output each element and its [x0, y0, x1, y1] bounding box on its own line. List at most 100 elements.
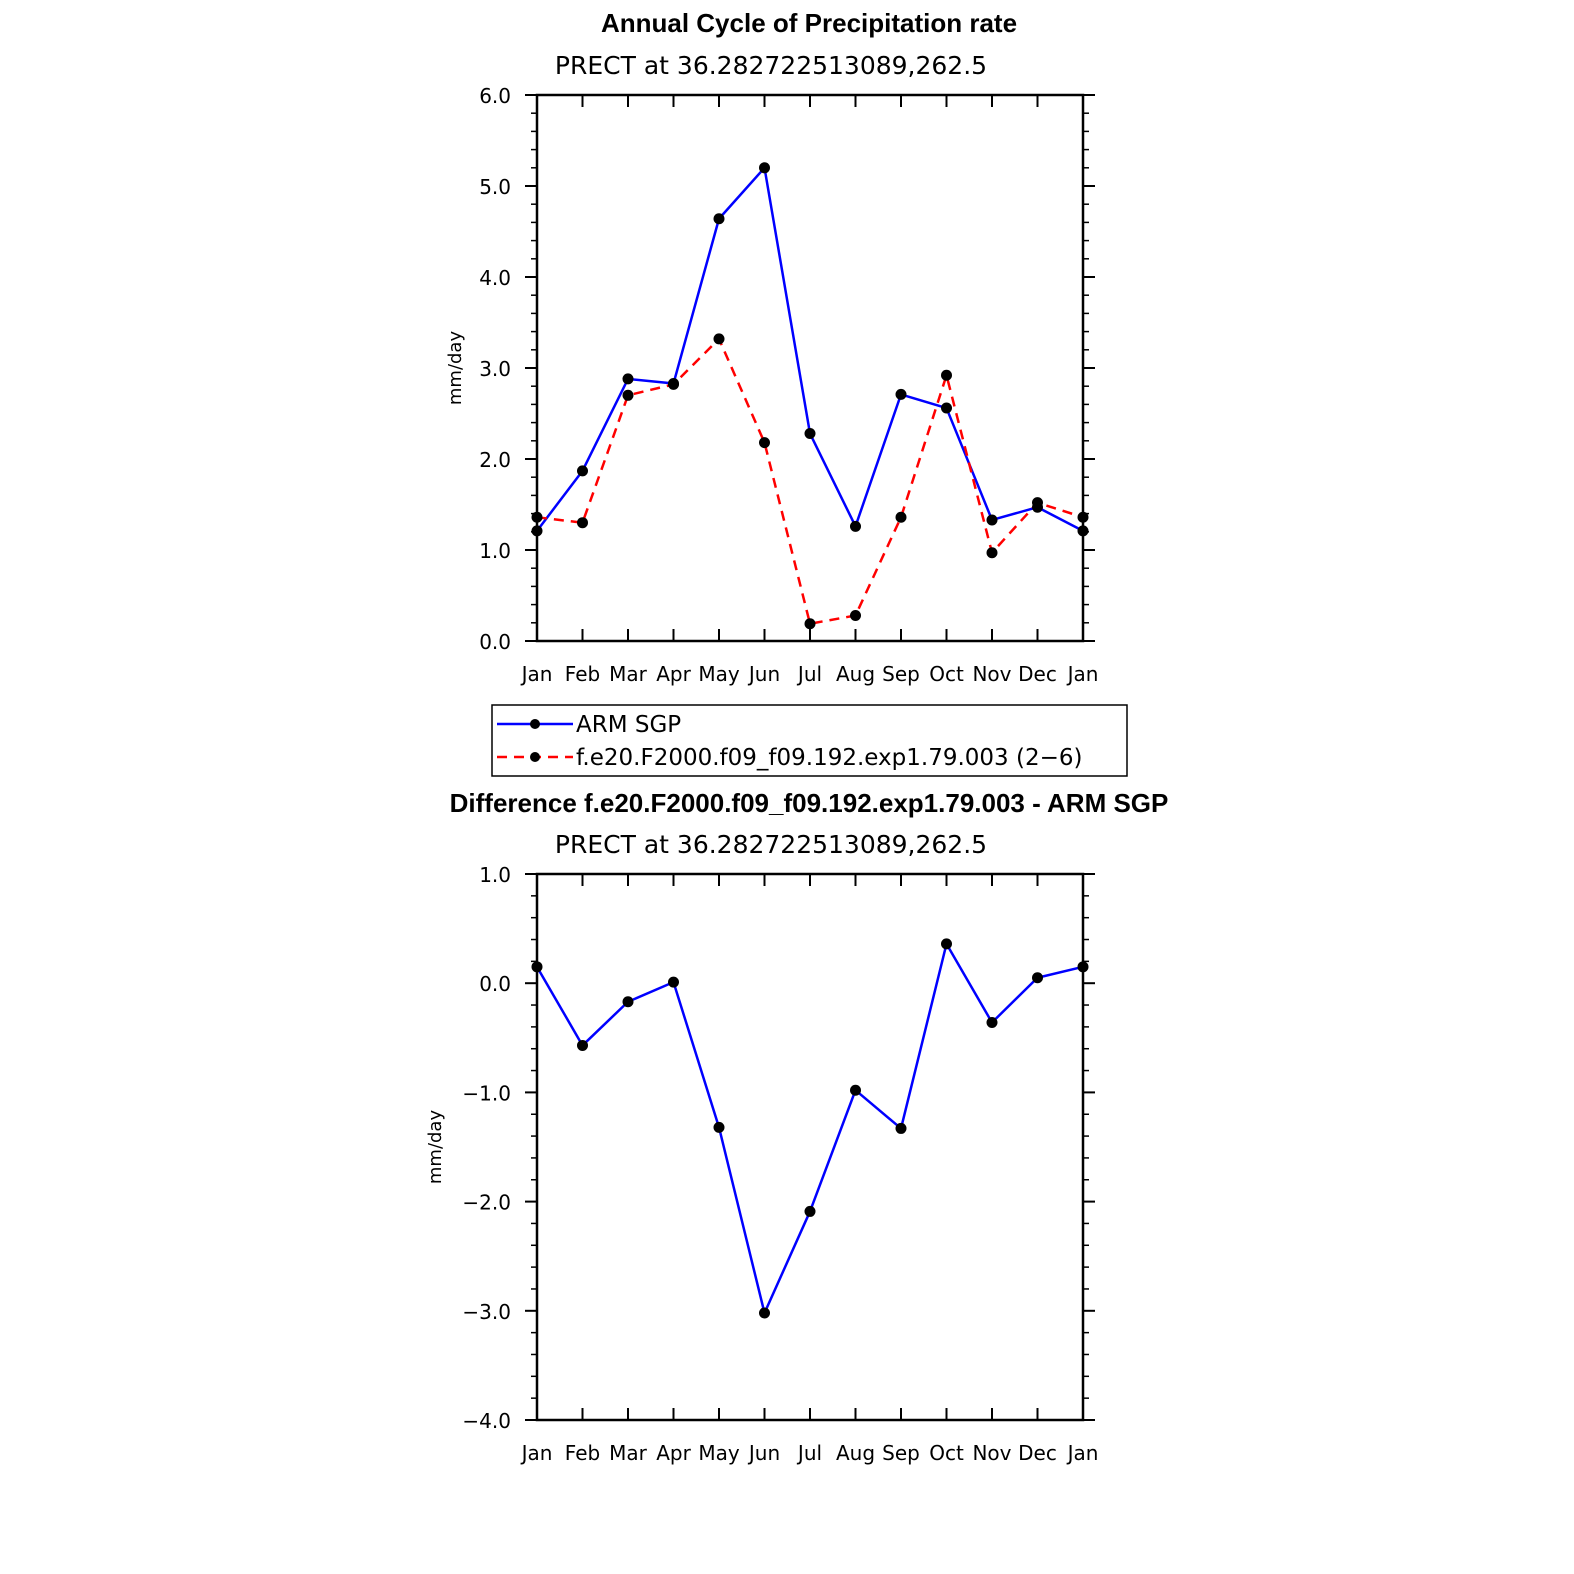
- x-tick-label: Apr: [656, 1441, 691, 1465]
- y-tick-label: 0.0: [479, 630, 511, 654]
- data-point: [804, 1205, 816, 1217]
- x-tick-label: Feb: [565, 1441, 600, 1465]
- data-point: [895, 388, 907, 400]
- x-tick-label: Oct: [929, 662, 964, 686]
- series-line-1: [536, 337, 1084, 625]
- difference-chart: Difference f.e20.F2000.f09_f09.192.exp1.…: [425, 788, 1168, 1465]
- data-point: [622, 389, 634, 401]
- data-point: [986, 1017, 998, 1029]
- legend-label-model: f.e20.F2000.f09_f09.192.exp1.79.003 (2−6…: [576, 745, 1082, 771]
- plot-frame: [535, 872, 1085, 1422]
- y-axis-label: mm/day: [425, 1110, 446, 1185]
- x-tick-label: Mar: [609, 1441, 648, 1465]
- x-tick-label: Nov: [972, 662, 1011, 686]
- y-tick-label: 2.0: [479, 448, 511, 472]
- data-point: [1077, 511, 1089, 523]
- data-point: [668, 378, 679, 390]
- x-tick-label: Feb: [565, 662, 600, 686]
- data-point: [622, 996, 634, 1008]
- y-tick-label: −3.0: [462, 1300, 511, 1324]
- y-tick-label: −1.0: [462, 1081, 511, 1105]
- data-point: [1077, 525, 1089, 537]
- x-tick-label: Jan: [1066, 662, 1099, 686]
- data-point: [577, 465, 588, 477]
- y-tick-label: 1.0: [479, 539, 511, 563]
- x-tick-label: Sep: [882, 1441, 920, 1465]
- data-point: [668, 976, 679, 988]
- x-tick-label: Aug: [836, 1441, 875, 1465]
- data-point: [804, 428, 816, 440]
- data-point: [531, 511, 543, 523]
- data-point: [1032, 497, 1043, 509]
- data-point: [713, 1121, 725, 1133]
- data-point: [759, 162, 770, 174]
- x-tick-label: Aug: [836, 662, 875, 686]
- x-tick-label: Mar: [609, 662, 648, 686]
- y-tick-label: 4.0: [479, 266, 511, 290]
- data-point: [895, 511, 907, 523]
- x-tick-label: Dec: [1018, 662, 1057, 686]
- data-point: [941, 938, 952, 950]
- series-line-0: [535, 942, 1084, 1315]
- x-tick-label: Jun: [747, 662, 780, 686]
- data-point: [986, 514, 998, 526]
- x-tick-label: Oct: [929, 1441, 964, 1465]
- x-tick-label: May: [698, 662, 740, 686]
- legend-marker-arm-sgp: [530, 719, 540, 729]
- x-tick-label: Jan: [1066, 1441, 1099, 1465]
- series-line-0: [536, 166, 1084, 532]
- chart-title: Annual Cycle of Precipitation rate: [601, 8, 1017, 38]
- plot-series: [531, 162, 1089, 630]
- data-point: [759, 437, 770, 449]
- data-point: [1077, 961, 1089, 973]
- y-tick-label: 3.0: [479, 357, 511, 381]
- axis-ticks: Jan Feb Mar Apr May Jun Jul Aug Sep Oct Nov Dec Jan−…: [462, 863, 1098, 1465]
- data-point: [577, 1039, 588, 1051]
- legend-label-arm-sgp: ARM SGP: [576, 712, 681, 738]
- data-point: [531, 525, 543, 537]
- data-point: [531, 961, 543, 973]
- x-tick-label: Sep: [882, 662, 920, 686]
- x-tick-label: Apr: [656, 662, 691, 686]
- y-tick-label: 0.0: [479, 972, 511, 996]
- y-tick-label: 5.0: [479, 175, 511, 199]
- data-point: [895, 1122, 907, 1134]
- data-point: [850, 1084, 861, 1096]
- y-tick-label: −2.0: [462, 1191, 511, 1215]
- annual-cycle-chart: Annual Cycle of Precipitation rate PRECT…: [445, 8, 1128, 777]
- data-point: [804, 618, 816, 630]
- data-point: [850, 520, 861, 532]
- plot-series: [531, 938, 1089, 1319]
- data-point: [759, 1307, 770, 1319]
- legend-marker-model: [530, 752, 540, 762]
- x-tick-label: Dec: [1018, 1441, 1057, 1465]
- data-point: [941, 369, 952, 381]
- legend: ARM SGP f.e20.F2000.f09_f09.192.exp1.79.…: [491, 704, 1128, 777]
- chart-title: Difference f.e20.F2000.f09_f09.192.exp1.…: [450, 788, 1169, 818]
- x-tick-label: Jun: [747, 1441, 780, 1465]
- plot-frame: [535, 93, 1085, 643]
- x-tick-label: Jan: [520, 1441, 553, 1465]
- chart-subtitle: PRECT at 36.282722513089,262.5: [555, 51, 987, 80]
- x-tick-label: Nov: [972, 1441, 1011, 1465]
- chart-subtitle: PRECT at 36.282722513089,262.5: [555, 830, 987, 859]
- legend-box: [491, 704, 1128, 777]
- x-tick-label: Jan: [520, 662, 553, 686]
- data-point: [986, 547, 998, 559]
- data-point: [713, 213, 725, 225]
- axis-ticks: Jan Feb Mar Apr May Jun Jul Aug Sep Oct Nov Dec Jan 0…: [479, 84, 1098, 686]
- y-axis-label: mm/day: [445, 331, 466, 406]
- data-point: [713, 333, 725, 345]
- data-point: [577, 517, 588, 529]
- data-point: [941, 402, 952, 414]
- data-point: [622, 373, 634, 385]
- y-tick-label: 1.0: [479, 863, 511, 887]
- data-point: [1032, 972, 1043, 984]
- x-tick-label: Jul: [796, 662, 822, 686]
- x-tick-label: Jul: [796, 1441, 822, 1465]
- x-tick-label: May: [698, 1441, 740, 1465]
- data-point: [850, 610, 861, 622]
- y-tick-label: −4.0: [462, 1409, 511, 1433]
- y-tick-label: 6.0: [479, 84, 511, 108]
